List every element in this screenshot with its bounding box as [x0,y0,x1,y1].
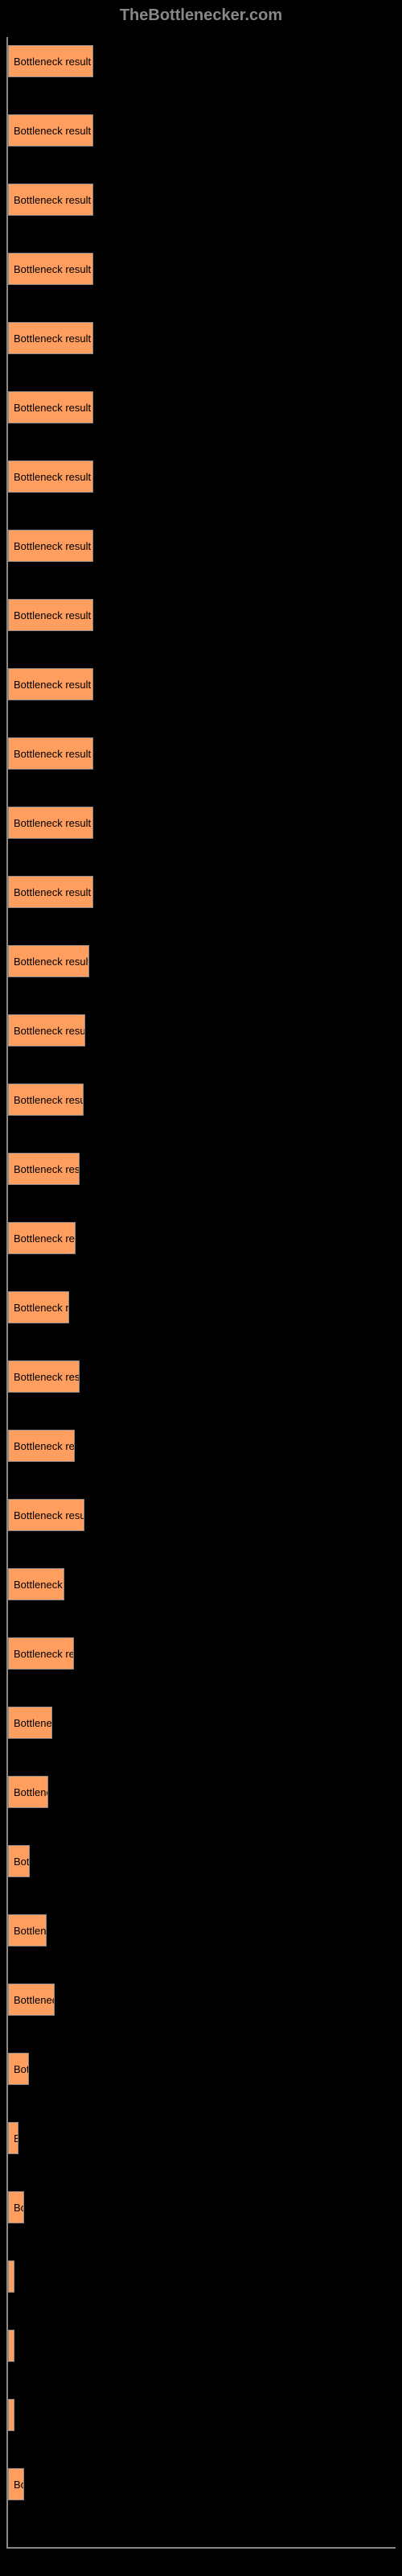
bar-row: Bottleneck result [8,1360,396,1393]
bar-row: Bottleneck result [8,1568,396,1600]
bar-row: Bottleneck result [8,2330,396,2362]
bar-row: Bottleneck result [8,45,396,77]
bar-row: Bottleneck result [8,460,396,493]
bar-row: Bottleneck result [8,1430,396,1462]
bar[interactable]: Bottleneck result [8,1707,52,1739]
bar-row: Bottleneck result [8,945,396,977]
bar-row: Bottleneck result [8,1707,396,1739]
bar-row: Bottleneck result [8,1153,396,1185]
bar-row: Bottleneck result [8,1291,396,1323]
bar-row: Bottleneck result [8,530,396,562]
bar-row: Bottleneck result [8,2053,396,2085]
bar-row: Bottleneck result [8,737,396,770]
bar-row: Bottleneck result [8,114,396,147]
bar[interactable]: Bottleneck result [8,114,93,147]
bar-row: Bottleneck result [8,1499,396,1531]
bar[interactable]: Bottleneck result [8,945,89,977]
bar[interactable]: Bottleneck result [8,2260,14,2293]
bar[interactable]: Bottleneck result [8,2468,24,2500]
bar-row: Bottleneck result [8,391,396,423]
bar[interactable]: Bottleneck result [8,1430,75,1462]
bar[interactable]: Bottleneck result [8,322,93,354]
bar-row: Bottleneck result [8,599,396,631]
bar[interactable]: Bottleneck result [8,1637,74,1670]
bar-row: Bottleneck result [8,253,396,285]
bar[interactable]: Bottleneck result [8,1153,80,1185]
bar[interactable]: Bottleneck result [8,1776,48,1808]
bar-row: Bottleneck result [8,1637,396,1670]
bar[interactable]: Bottleneck result [8,737,93,770]
bar[interactable]: Bottleneck result [8,1568,64,1600]
bar-row: Bottleneck result [8,2399,396,2431]
bar[interactable]: Bottleneck result [8,1014,85,1046]
bar[interactable]: Bottleneck result [8,391,93,423]
bar-row: Bottleneck result [8,2122,396,2154]
bar[interactable]: Bottleneck result [8,1084,84,1116]
bar-row: Bottleneck result [8,1222,396,1254]
bar[interactable]: Bottleneck result [8,1360,80,1393]
bar[interactable]: Bottleneck result [8,253,93,285]
bar[interactable]: Bottleneck result [8,668,93,700]
bar-row: Bottleneck result [8,1845,396,1877]
bar-row: Bottleneck result [8,2260,396,2293]
bar[interactable]: Bottleneck result [8,599,93,631]
bar-row: Bottleneck result [8,1776,396,1808]
bar[interactable]: Bottleneck result [8,1984,55,2016]
bar-row: Bottleneck result [8,184,396,216]
bar-chart: Bottleneck result Bottleneck result Bottle… [6,37,396,2549]
bar[interactable]: Bottleneck result [8,1845,30,1877]
bar-row: Bottleneck result [8,2468,396,2500]
bar[interactable]: Bottleneck result [8,2191,24,2223]
bar[interactable]: Bottleneck result [8,807,93,839]
bar[interactable]: Bottleneck result [8,460,93,493]
bar-row: Bottleneck result [8,1084,396,1116]
bar-row: Bottleneck result [8,1914,396,1946]
bar[interactable]: Bottleneck result [8,184,93,216]
bar-row: Bottleneck result [8,322,396,354]
bar-row: Bottleneck result [8,2191,396,2223]
site-header: TheBottlenecker.com [6,6,396,25]
bar[interactable]: Bottleneck result [8,1222,76,1254]
bar-row: Bottleneck result [8,807,396,839]
bar-row: Bottleneck result [8,668,396,700]
bar[interactable]: Bottleneck result [8,45,93,77]
bar[interactable]: Bottleneck result [8,530,93,562]
bar-row: Bottleneck result [8,876,396,908]
bar[interactable]: Bottleneck result [8,1291,69,1323]
bar-row: Bottleneck result [8,1984,396,2016]
bar[interactable]: Bottleneck result [8,2330,14,2362]
bar[interactable]: Bottleneck result [8,2122,18,2154]
bar-row: Bottleneck result [8,1014,396,1046]
bar[interactable]: Bottleneck result [8,2399,14,2431]
bar[interactable]: Bottleneck result [8,1914,47,1946]
bar[interactable]: Bottleneck result [8,1499,84,1531]
bar[interactable]: Bottleneck result [8,2053,29,2085]
bar[interactable]: Bottleneck result [8,876,93,908]
